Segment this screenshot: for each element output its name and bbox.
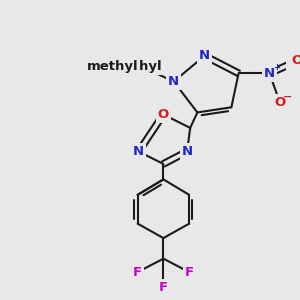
Text: +: +: [273, 63, 280, 72]
Text: N: N: [168, 75, 179, 88]
Text: O: O: [158, 108, 169, 121]
Text: O: O: [292, 54, 300, 68]
Text: F: F: [184, 266, 194, 279]
Text: N: N: [199, 49, 210, 62]
Text: N: N: [264, 67, 275, 80]
Text: N: N: [182, 145, 193, 158]
Text: methyl: methyl: [111, 60, 163, 73]
Text: −: −: [283, 92, 292, 101]
Text: N: N: [133, 145, 144, 158]
Text: methyl: methyl: [87, 60, 139, 73]
Text: F: F: [133, 266, 142, 279]
Text: F: F: [159, 281, 168, 294]
Text: O: O: [274, 96, 285, 109]
